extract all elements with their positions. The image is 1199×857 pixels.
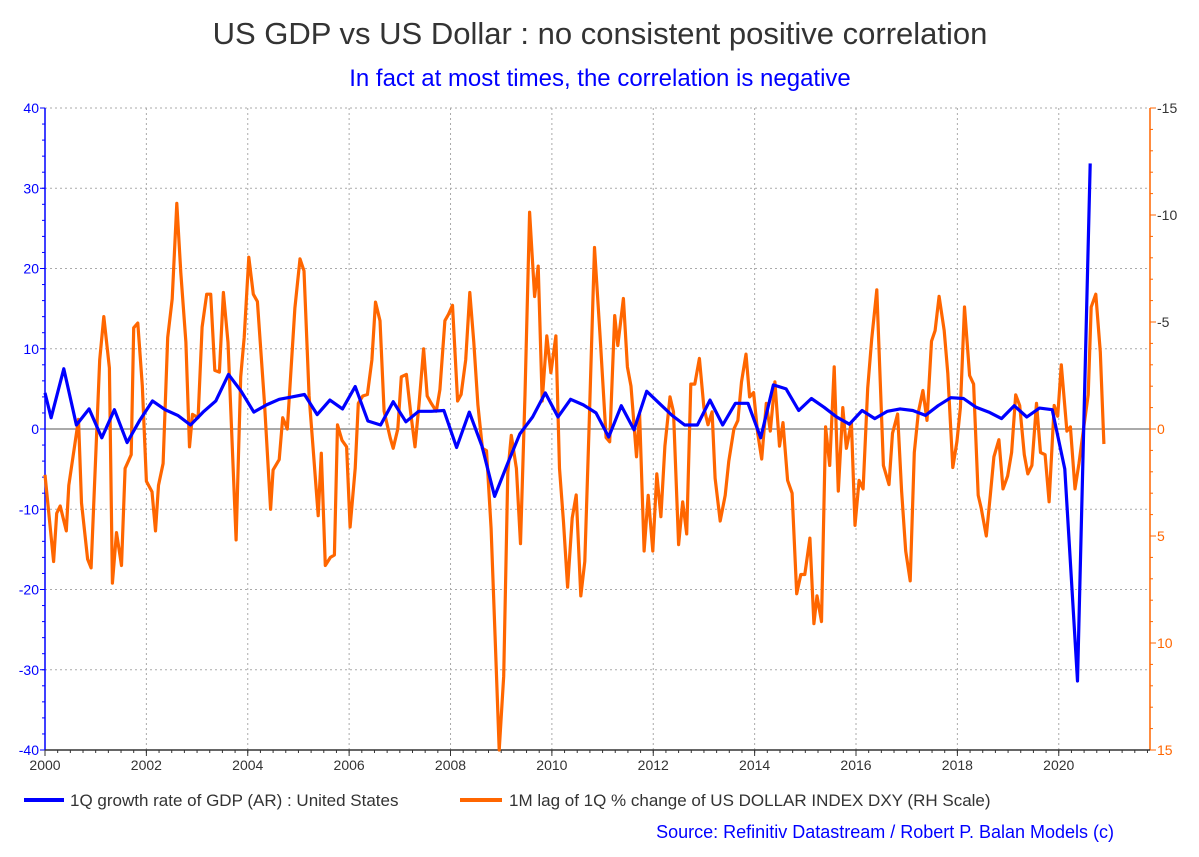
y-right-tick-label: 0: [1157, 421, 1165, 437]
gridlines: [45, 107, 1150, 751]
y-left-tick-label: 0: [31, 421, 39, 437]
source-note: Source: Refinitiv Datastream / Robert P.…: [656, 822, 1114, 842]
x-tick-label: 2014: [739, 757, 770, 773]
chart-title: US GDP vs US Dollar : no consistent posi…: [213, 16, 988, 51]
y-right-tick-label: 5: [1157, 528, 1165, 544]
x-tick-label: 2008: [435, 757, 466, 773]
y-right-tick-label: -10: [1157, 207, 1177, 223]
y-left-tick-label: 10: [23, 341, 39, 357]
y-left-tick-label: 30: [23, 180, 39, 196]
x-tick-label: 2000: [29, 757, 60, 773]
dxy-change-line: [43, 201, 1106, 752]
y-right-tick-label: 15: [1157, 742, 1173, 758]
x-tick-label: 2004: [232, 757, 263, 773]
y-left-tick-label: -40: [19, 742, 39, 758]
legend: 1Q growth rate of GDP (AR) : United Stat…: [24, 791, 991, 810]
x-tick-label: 2018: [942, 757, 973, 773]
y-right-tick-label: -15: [1157, 100, 1177, 116]
y-left-tick-label: -30: [19, 662, 39, 678]
legend-label-gdp: 1Q growth rate of GDP (AR) : United Stat…: [70, 791, 399, 810]
y-left-tick-label: 40: [23, 100, 39, 116]
x-tick-label: 2002: [131, 757, 162, 773]
y-right-tick-label: -5: [1157, 314, 1170, 330]
x-tick-label: 2020: [1043, 757, 1074, 773]
chart-subtitle: In fact at most times, the correlation i…: [349, 65, 851, 92]
legend-label-dxy: 1M lag of 1Q % change of US DOLLAR INDEX…: [509, 791, 991, 810]
y-left-tick-label: -10: [19, 501, 39, 517]
y-left-tick-label: 20: [23, 261, 39, 277]
gdp-growth-line: [43, 163, 1092, 683]
x-tick-label: 2012: [638, 757, 669, 773]
y-right-tick-label: 10: [1157, 635, 1173, 651]
x-tick-label: 2016: [840, 757, 871, 773]
y-left-tick-label: -20: [19, 582, 39, 598]
x-tick-label: 2006: [334, 757, 365, 773]
series-lines: [43, 163, 1106, 752]
x-tick-label: 2010: [536, 757, 567, 773]
